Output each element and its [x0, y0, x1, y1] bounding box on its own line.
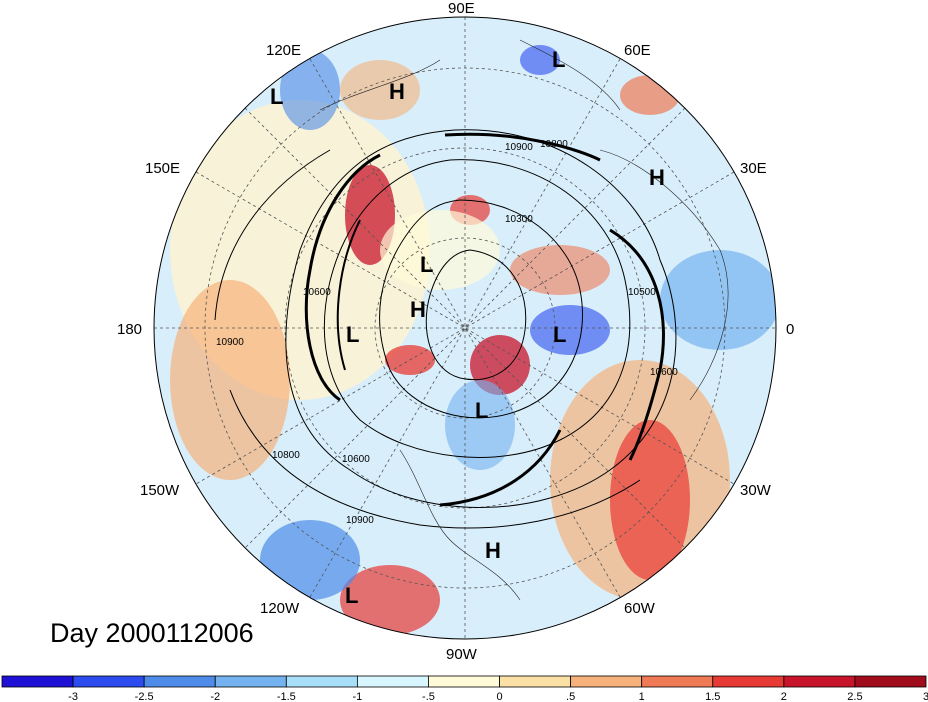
colorbar: -3 -2.5 -2 -1.5 -1 -.5 0 .5 1 1.5 2 2.5 3	[1, 675, 928, 702]
contour-label: 10900	[346, 515, 374, 526]
colorbar-swatch	[143, 675, 216, 688]
colorbar-tick-label: -1.5	[277, 691, 296, 702]
contour-label: 10600	[650, 367, 678, 378]
colorbar-swatch	[356, 675, 429, 688]
colorbar-tick-label: -2.5	[135, 691, 154, 702]
pressure-center-low: L	[346, 322, 359, 347]
pressure-center-low: L	[552, 47, 565, 72]
colorbar-tick-label: -1	[352, 691, 362, 702]
pressure-center-low: L	[553, 322, 566, 347]
map-boundary	[153, 16, 777, 640]
pressure-center-low: L	[475, 398, 488, 423]
polar-map: 10900 10800 10300 10500 10600 10900 1080…	[117, 0, 794, 663]
pressure-center-low: L	[420, 252, 433, 277]
lon-label-150e: 150E	[145, 160, 180, 177]
pressure-center-low: L	[345, 583, 358, 608]
pressure-center-high: H	[389, 79, 405, 104]
colorbar-tick-label: 3	[923, 691, 928, 702]
lon-label-30w: 30W	[740, 482, 772, 499]
colorbar-tick-label: .5	[566, 691, 575, 702]
colorbar-tick-label: 0	[496, 691, 502, 702]
colorbar-tick-label: 1	[639, 691, 645, 702]
plot-title: Day 2000112006	[50, 618, 254, 648]
pressure-center-high: H	[649, 165, 665, 190]
colorbar-swatch	[72, 675, 145, 688]
lon-label-30e: 30E	[740, 160, 767, 177]
pressure-center-high: H	[485, 538, 501, 563]
colorbar-swatch	[214, 675, 287, 688]
lon-label-120e: 120E	[266, 42, 301, 59]
colorbar-swatch	[712, 675, 785, 688]
lon-label-120w: 120W	[260, 600, 300, 617]
colorbar-tick-label: -3	[68, 691, 78, 702]
contour-label: 10300	[505, 214, 533, 225]
colorbar-swatch	[499, 675, 572, 688]
contour-label: 10900	[505, 142, 533, 153]
contour-label: 10800	[540, 139, 568, 150]
lon-label-60e: 60E	[624, 42, 651, 59]
colorbar-swatch	[570, 675, 643, 688]
contour-label: 10500	[628, 287, 656, 298]
lon-label-180: 180	[117, 321, 142, 338]
colorbar-swatch	[854, 675, 927, 688]
contour-label: 10800	[272, 450, 300, 461]
contour-label: 10900	[216, 337, 244, 348]
lon-label-150w: 150W	[140, 482, 180, 499]
colorbar-tick-label: 2.5	[847, 691, 862, 702]
colorbar-tick-label: 2	[781, 691, 787, 702]
colorbar-swatch	[641, 675, 714, 688]
height-contours	[214, 129, 677, 529]
contour-label: 10600	[342, 454, 370, 465]
lon-label-90w: 90W	[446, 646, 478, 663]
lon-label-0: 0	[786, 321, 794, 338]
colorbar-swatch	[1, 675, 74, 688]
lon-label-60w: 60W	[624, 600, 656, 617]
colorbar-tick-label: 1.5	[705, 691, 720, 702]
pressure-center-high: H	[410, 297, 426, 322]
coastlines	[319, 39, 729, 601]
colorbar-swatch	[285, 675, 358, 688]
contour-label: 10600	[303, 287, 331, 298]
pressure-center-low: L	[270, 84, 283, 109]
lon-label-90e: 90E	[448, 0, 475, 17]
colorbar-tick-label: -2	[210, 691, 220, 702]
colorbar-swatch	[783, 675, 856, 688]
colorbar-swatch	[428, 675, 500, 688]
colorbar-tick-label: -.5	[422, 691, 435, 702]
